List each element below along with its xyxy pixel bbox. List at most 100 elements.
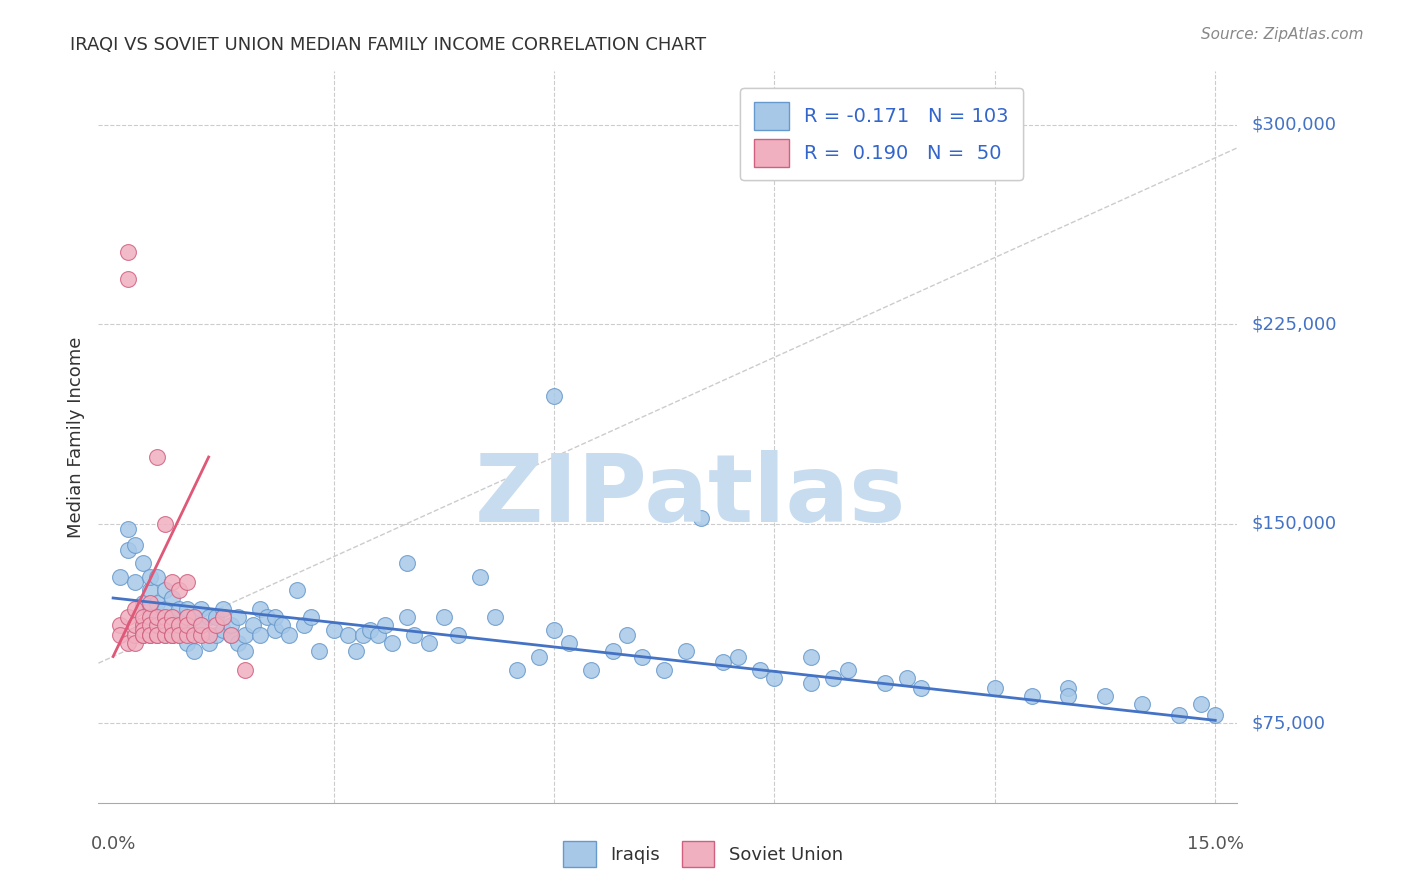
Point [124,575,146,590]
Point [176,636,198,650]
Point [1094,690,1116,704]
Point [110,570,132,584]
Point [984,681,1007,696]
Point [153,628,176,642]
Point [873,676,896,690]
Point [139,628,162,642]
Point [110,617,132,632]
Point [197,636,219,650]
Point [249,628,271,642]
Point [1204,708,1226,723]
Point [395,557,418,571]
Point [131,623,153,637]
Point [337,628,360,642]
Point [176,575,198,590]
Point [374,617,396,632]
Point [763,671,786,685]
Point [131,617,153,632]
Point [1167,708,1189,723]
Point [308,644,330,658]
Point [190,617,212,632]
Point [249,601,271,615]
Point [197,609,219,624]
Point [139,609,162,624]
Point [117,272,139,286]
Point [543,623,565,637]
Point [160,628,183,642]
Point [433,609,456,624]
Point [271,617,294,632]
Point [212,609,235,624]
Point [190,628,212,642]
Point [139,628,162,642]
Point [117,636,139,650]
Point [1130,698,1153,712]
Point [529,649,551,664]
Point [167,601,190,615]
Point [219,628,242,642]
Point [235,663,257,677]
Point [205,609,228,624]
Point [190,617,212,632]
Point [1057,690,1080,704]
Point [139,601,162,615]
Point [285,582,308,597]
Point [800,649,823,664]
Point [226,636,249,650]
Text: $150,000: $150,000 [1251,515,1337,533]
Point [117,543,139,558]
Point [205,617,228,632]
Point [1021,690,1043,704]
Point [506,663,529,677]
Point [110,628,132,642]
Point [176,628,198,642]
Point [160,591,183,605]
Point [131,557,153,571]
Point [153,516,176,531]
Point [139,596,162,610]
Point [263,623,285,637]
Point [146,628,169,642]
Point [652,663,675,677]
Point [367,628,389,642]
Point [675,644,697,658]
Point [153,609,176,624]
Point [190,601,212,615]
Point [124,617,146,632]
Point [543,389,565,403]
Point [690,511,713,525]
Point [153,582,176,597]
Point [153,601,176,615]
Point [381,636,404,650]
Point [183,628,205,642]
Point [146,617,169,632]
Point [117,609,139,624]
Point [800,676,823,690]
Point [447,628,470,642]
Point [278,628,301,642]
Point [124,636,146,650]
Point [117,522,139,536]
Point [160,628,183,642]
Point [896,671,918,685]
Point [359,623,381,637]
Point [322,623,344,637]
Point [167,617,190,632]
Point [352,628,374,642]
Text: IRAQI VS SOVIET UNION MEDIAN FAMILY INCOME CORRELATION CHART: IRAQI VS SOVIET UNION MEDIAN FAMILY INCO… [70,36,706,54]
Point [131,628,153,642]
Text: $225,000: $225,000 [1251,315,1337,333]
Point [131,609,153,624]
Point [183,609,205,624]
Point [131,628,153,642]
Point [146,570,169,584]
Point [256,609,278,624]
Point [124,601,146,615]
Legend: R = -0.171   N = 103, R =  0.190   N =  50: R = -0.171 N = 103, R = 0.190 N = 50 [741,88,1022,180]
Point [1057,681,1080,696]
Point [176,609,198,624]
Point [167,628,190,642]
Point [557,636,579,650]
Point [301,609,323,624]
Point [292,617,315,632]
